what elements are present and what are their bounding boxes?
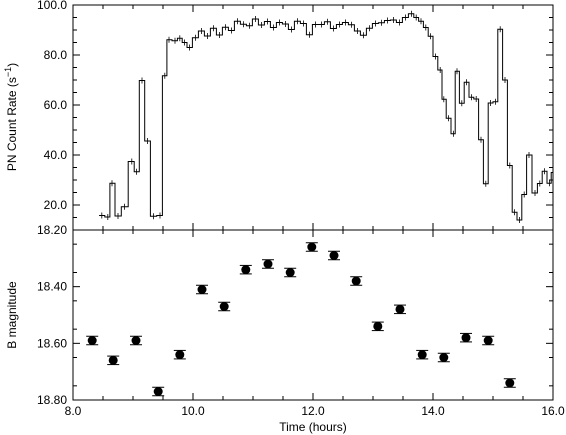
time-x-axis-label: Time (hours): [279, 420, 347, 434]
b-magnitude-point: [241, 265, 251, 275]
b-magnitude-x-ticks: [72, 230, 554, 400]
b-magnitude-y-tick-label: 18.60: [37, 336, 67, 350]
count-rate-histogram-line: [99, 13, 553, 221]
b-magnitude-point: [108, 355, 118, 365]
b-magnitude-y-ticks: [73, 229, 553, 401]
count-rate-x-ticks: [72, 5, 554, 230]
count-rate-y-axis-label: PN Count Rate (s−1): [3, 63, 19, 171]
b-magnitude-point: [175, 350, 185, 360]
b-magnitude-point: [307, 242, 317, 252]
b-magnitude-panel: 18.20 18.40 18.60 18.80 8.0 10.0 12.0 14.0 16.0…: [5, 223, 565, 434]
time-x-tick-labels: 8.0 10.0 12.0 14.0 16.0: [65, 404, 565, 418]
count-rate-y-tick-label: 80.0: [44, 48, 68, 62]
count-rate-y-tick-label: 40.0: [44, 148, 68, 162]
time-x-tick-label: 14.0: [421, 404, 445, 418]
count-rate-y-tick-label: 20.0: [44, 198, 68, 212]
count-rate-y-tick-labels: 100.0 80.0 60.0 40.0 20.0: [37, 0, 67, 212]
time-x-tick-label: 16.0: [541, 404, 565, 418]
b-magnitude-point: [439, 353, 449, 362]
b-magnitude-plot-frame: [72, 229, 554, 401]
time-x-tick-label: 8.0: [65, 404, 82, 418]
count-rate-y-axis-unit-exponent: −1: [3, 67, 13, 77]
b-magnitude-point: [329, 251, 339, 260]
b-magnitude-y-tick-label: 18.20: [37, 223, 67, 237]
count-rate-y-tick-label: 60.0: [44, 98, 68, 112]
b-magnitude-point: [153, 387, 163, 396]
b-magnitude-point: [197, 285, 207, 294]
b-magnitude-point: [87, 336, 97, 345]
time-x-tick-label: 10.0: [181, 404, 205, 418]
count-rate-panel: 100.0 80.0 60.0 40.0 20.0 PN Count Rate (s−1…: [3, 0, 554, 231]
b-magnitude-point: [131, 336, 141, 345]
b-magnitude-point: [417, 350, 427, 360]
b-magnitude-point: [219, 302, 229, 311]
count-rate-y-tick-label: 100.0: [37, 0, 67, 12]
b-magnitude-point: [395, 304, 405, 314]
b-magnitude-series: [86, 242, 516, 397]
b-magnitude-point: [505, 378, 515, 388]
b-magnitude-y-tick-labels: 18.20 18.40 18.60 18.80: [37, 223, 67, 407]
b-magnitude-y-tick-label: 18.80: [37, 393, 67, 407]
b-magnitude-point: [263, 259, 273, 269]
b-magnitude-point: [483, 336, 493, 345]
b-magnitude-point: [351, 276, 361, 286]
b-magnitude-point: [461, 333, 471, 343]
count-rate-series: [99, 10, 554, 223]
b-magnitude-point: [373, 321, 383, 331]
time-x-tick-label: 12.0: [301, 404, 325, 418]
b-magnitude-y-axis-label: B magnitude: [5, 281, 19, 349]
b-magnitude-y-tick-label: 18.40: [37, 280, 67, 294]
b-magnitude-point: [285, 268, 295, 277]
